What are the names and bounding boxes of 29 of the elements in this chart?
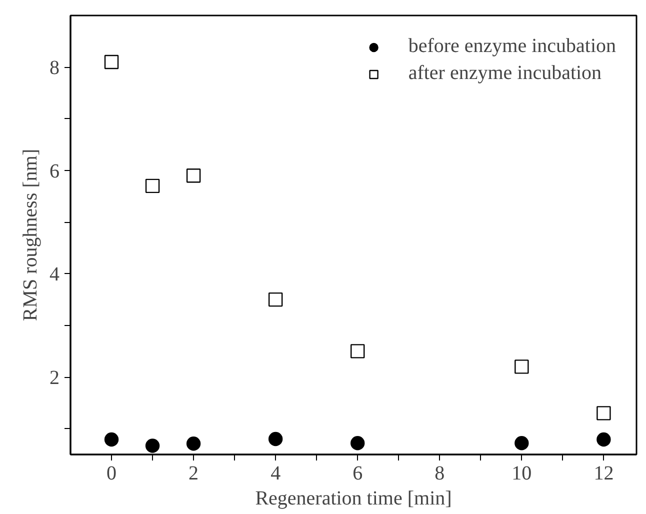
point [186,436,201,451]
point [104,54,119,70]
point [186,168,201,183]
y-axis-title: RMS roughness [nm] [20,148,42,322]
point [145,438,160,453]
y-tick-label: 4 [50,264,60,286]
point [268,432,283,446]
legend-label: after enzyme incubation [408,62,602,85]
x-tick-label: 0 [106,462,117,484]
point [596,406,611,420]
x-tick-label: 6 [352,462,363,484]
x-tick-label: 4 [270,462,281,484]
x-tick-label: 2 [188,462,199,484]
point [596,432,611,447]
point [350,344,365,358]
y-tick-label: 2 [50,367,60,390]
point [350,436,365,450]
point [268,292,283,307]
x-tick-label: 10 [512,462,532,484]
legend-label: before enzyme incubation [408,35,616,58]
point [514,360,529,374]
x-tick-label: 8 [434,462,445,484]
y-tick-label: 6 [50,160,60,182]
point [104,432,119,447]
x-tick-label: 12 [594,462,614,484]
y-tick-label: 8 [50,57,60,80]
x-axis-title: Regeneration time [min] [255,488,452,510]
point [145,178,160,194]
point [514,436,529,450]
